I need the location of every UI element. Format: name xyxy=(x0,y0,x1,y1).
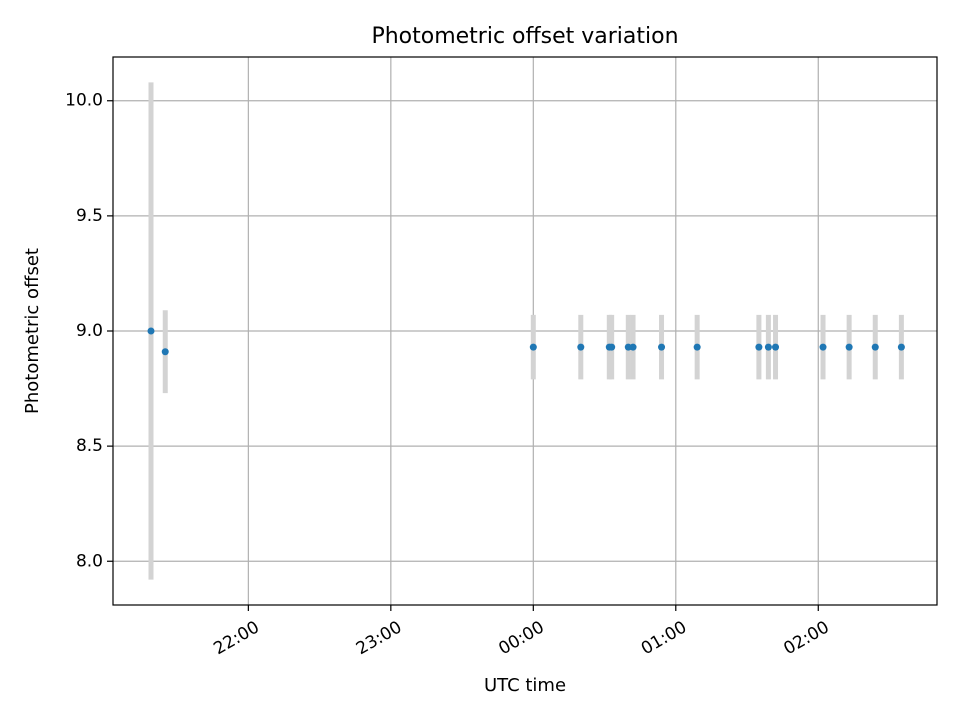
x-axis-label: UTC time xyxy=(484,675,566,696)
y-tick-label: 9.0 xyxy=(76,321,103,341)
y-tick-label: 9.5 xyxy=(76,206,103,226)
data-point xyxy=(897,343,905,351)
data-point xyxy=(608,343,616,351)
data-point xyxy=(629,343,637,351)
data-point xyxy=(658,343,666,351)
y-axis-ticks: 8.0 8.5 9.0 9.5 10.0 xyxy=(65,91,113,571)
chart-title: Photometric offset variation xyxy=(371,24,678,49)
data-point xyxy=(693,343,701,351)
data-point xyxy=(819,343,827,351)
data-point xyxy=(772,343,780,351)
grid-lines xyxy=(113,57,937,605)
y-tick-label: 10.0 xyxy=(65,91,103,111)
data-point xyxy=(755,343,763,351)
data-point xyxy=(845,343,853,351)
data-point xyxy=(764,343,772,351)
data-point xyxy=(871,343,879,351)
y-axis-label: Photometric offset xyxy=(22,248,43,414)
data-point xyxy=(161,348,169,356)
data-point xyxy=(577,343,585,351)
y-tick-label: 8.5 xyxy=(76,436,103,456)
data-point xyxy=(147,327,155,335)
y-tick-label: 8.0 xyxy=(76,551,103,571)
data-point xyxy=(529,343,537,351)
data-points xyxy=(147,327,905,356)
